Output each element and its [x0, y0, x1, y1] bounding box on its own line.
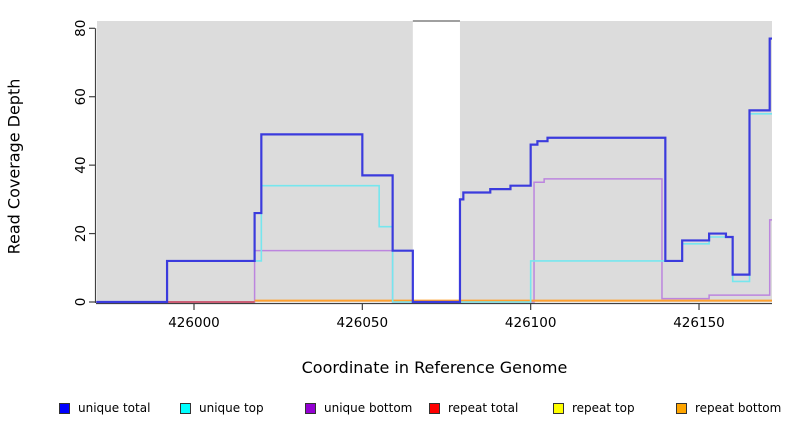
legend-swatch-unique-total-icon [59, 402, 70, 414]
legend-label: unique bottom [324, 401, 413, 415]
x-tick-label: 426000 [168, 315, 220, 331]
y-tick-label: 60 [73, 88, 89, 105]
x-tick-label: 426050 [337, 315, 389, 331]
legend-item-repeat-bottom: repeat bottom [676, 399, 781, 417]
y-tick-label: 40 [73, 157, 89, 174]
legend-label: repeat top [572, 401, 635, 415]
masked-gap [412, 21, 460, 302]
legend-label: unique top [199, 401, 264, 415]
legend-item-unique-total: unique total [59, 399, 150, 417]
legend-item-repeat-total: repeat total [429, 399, 518, 417]
legend-item-repeat-top: repeat top [553, 399, 635, 417]
x-axis-title: Coordinate in Reference Genome [301, 358, 568, 377]
legend-item-unique-top: unique top [180, 399, 264, 417]
legend-swatch-repeat-top-icon [553, 402, 564, 414]
x-tick-label: 426100 [505, 315, 557, 331]
legend: unique total unique top unique bottom re… [0, 399, 792, 423]
legend-swatch-unique-top-icon [180, 402, 191, 414]
legend-label: repeat bottom [695, 401, 782, 415]
y-tick-label: 0 [73, 298, 89, 307]
y-tick-label: 20 [73, 225, 89, 242]
legend-item-unique-bottom: unique bottom [305, 399, 412, 417]
legend-swatch-repeat-bottom-icon [676, 402, 687, 414]
series-line-unique-bottom [96, 178, 772, 303]
x-tick-label: 426150 [673, 315, 725, 331]
y-axis-title: Read Coverage Depth [4, 78, 24, 255]
legend-swatch-repeat-total-icon [429, 402, 440, 414]
legend-swatch-unique-bottom-icon [305, 402, 316, 414]
y-tick-label: 80 [73, 20, 89, 37]
legend-label: unique total [78, 401, 151, 415]
legend-label: repeat total [448, 401, 519, 415]
series-line-unique-total [96, 37, 772, 304]
